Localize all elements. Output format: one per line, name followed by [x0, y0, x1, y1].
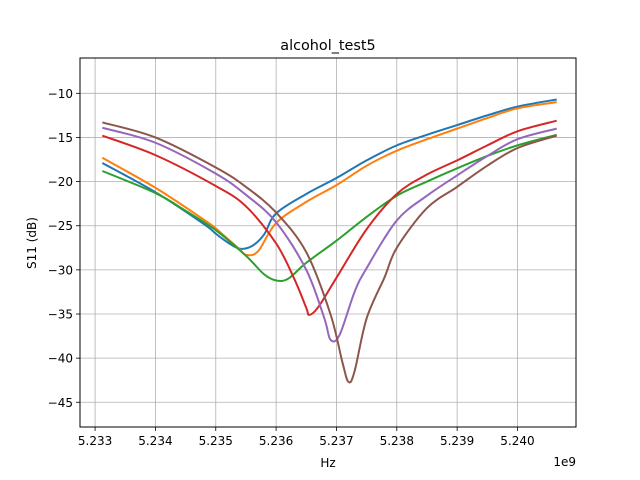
- axes-frame: [79, 57, 577, 428]
- x-axis-offset-label: 1e9: [553, 455, 576, 469]
- data-line-series-4: [101, 119, 557, 316]
- x-tick-label: 5.239: [440, 434, 474, 448]
- plot-area: [101, 98, 557, 384]
- y-axis-ticks: −10 −15 −20 −25 −30 −35 −40 −45: [48, 87, 80, 410]
- x-tick-label: 5.240: [500, 434, 534, 448]
- y-tick-label: −20: [48, 175, 73, 189]
- y-tick-label: −35: [48, 308, 73, 322]
- x-axis-ticks: 5.233 5.234 5.235 5.236 5.237 5.238 5.239 5.240: [78, 427, 535, 448]
- x-tick-label: 5.237: [319, 434, 353, 448]
- y-axis-label: S11 (dB): [25, 217, 39, 269]
- x-tick-label: 5.236: [259, 434, 293, 448]
- x-tick-label: 5.234: [138, 434, 172, 448]
- data-line-series-2: [101, 101, 557, 257]
- y-tick-label: −10: [48, 87, 73, 101]
- chart-title: alcohol_test5: [280, 38, 375, 54]
- data-line-series-3: [101, 133, 557, 282]
- y-tick-label: −30: [48, 263, 73, 277]
- data-line-series-1: [101, 98, 557, 250]
- data-line-series-5: [102, 126, 557, 343]
- y-tick-label: −15: [48, 131, 73, 145]
- x-axis-label: Hz: [320, 456, 335, 470]
- y-tick-label: −25: [48, 219, 73, 233]
- grid-lines: [80, 58, 576, 427]
- y-tick-label: −45: [48, 396, 73, 410]
- x-tick-label: 5.238: [380, 434, 414, 448]
- y-tick-label: −40: [48, 352, 73, 366]
- x-tick-label: 5.233: [78, 434, 112, 448]
- x-tick-label: 5.235: [199, 434, 233, 448]
- data-line-series-6: [102, 121, 557, 384]
